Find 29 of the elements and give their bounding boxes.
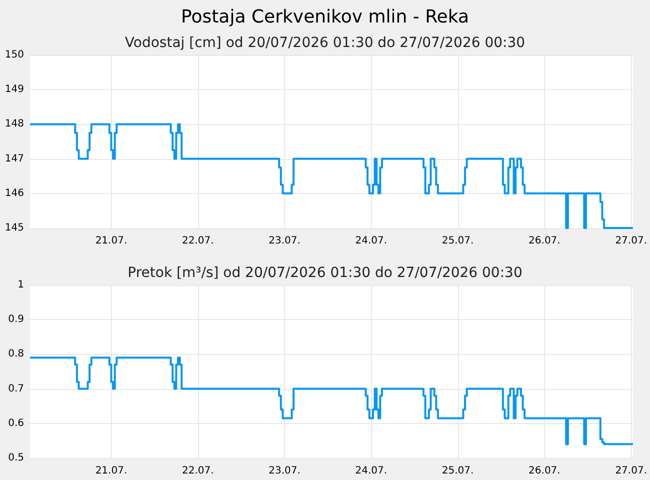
x-tick-label: 27.07. [615,236,648,246]
y-tick-label: 0.9 [8,314,24,326]
y-tick-label: 148 [4,118,24,130]
x-tick-label: 22.07. [182,466,214,476]
x-tick-label: 25.07. [442,466,474,476]
chart-title: Postaja Cerkvenikov mlin - Reka [180,6,470,28]
x-tick-label: 21.07. [95,466,128,476]
x-tick-label: 26.07. [528,466,560,476]
y-tick-label: 0.7 [8,383,24,394]
y-tick-label: 0.5 [8,452,24,464]
x-tick-label: 21.07. [95,236,128,246]
y-tick-label: 146 [4,188,24,199]
chart-subtitle: Pretok [m³/s] od 20/07/2026 01:30 do 27/07/2026 00:30 [128,265,522,281]
chart-subtitle: Vodostaj [cm] od 20/07/2026 01:30 do 27/07/2026 00:30 [124,35,526,51]
y-tick-label: 0.8 [8,348,24,360]
x-tick-label: 23.07. [268,466,300,476]
x-tick-label: 24.07. [355,236,388,246]
y-tick-label: 1 [18,280,24,290]
x-tick-label: 27.07. [615,466,648,476]
x-tick-label: 26.07. [528,236,560,246]
x-tick-label: 25.07. [442,236,474,246]
y-tick-label: 0.6 [8,418,24,429]
x-tick-label: 23.07. [268,236,300,246]
x-tick-label: 24.07. [355,466,388,476]
y-tick-label: 145 [4,222,24,234]
y-tick-label: 149 [4,84,24,96]
y-tick-label: 150 [4,50,24,60]
x-tick-label: 22.07. [182,236,214,246]
y-tick-label: 147 [4,153,24,164]
